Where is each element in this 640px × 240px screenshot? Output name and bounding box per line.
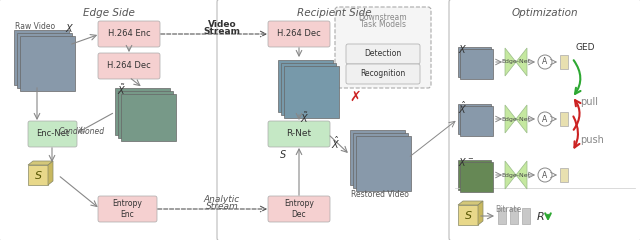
Text: Enc-Net: Enc-Net [36, 130, 69, 138]
Text: $X^-$: $X^-$ [458, 156, 474, 168]
Polygon shape [48, 161, 53, 185]
Text: $X$: $X$ [458, 43, 467, 55]
Bar [460, 106, 493, 136]
Text: Stream: Stream [205, 202, 238, 211]
FancyBboxPatch shape [217, 0, 451, 240]
Text: $\hat{X}$: $\hat{X}$ [332, 135, 340, 151]
Bar [458, 47, 491, 77]
Bar [20, 36, 75, 91]
FancyBboxPatch shape [98, 53, 160, 79]
Text: Analytic: Analytic [204, 195, 240, 204]
Text: Optimization: Optimization [512, 8, 579, 18]
Bar [281, 63, 336, 115]
Bar [350, 130, 405, 185]
Text: Task Models: Task Models [360, 20, 406, 29]
Circle shape [538, 112, 552, 126]
Text: Entropy
Enc: Entropy Enc [113, 199, 143, 219]
Bar [458, 205, 478, 225]
Text: Video: Video [208, 20, 236, 29]
Text: $X$: $X$ [65, 22, 74, 34]
Polygon shape [505, 161, 527, 189]
Polygon shape [28, 161, 53, 165]
Polygon shape [458, 201, 483, 205]
Text: Entropy
Dec: Entropy Dec [284, 199, 314, 219]
Text: Detection: Detection [364, 49, 402, 59]
Bar [115, 88, 170, 135]
FancyBboxPatch shape [346, 64, 420, 84]
Text: Downstream: Downstream [358, 13, 407, 22]
Bar [278, 60, 333, 112]
Text: Conditioned: Conditioned [59, 127, 105, 137]
Bar [560, 55, 568, 69]
Text: H.264 Dec: H.264 Dec [277, 30, 321, 38]
Text: Restored Video: Restored Video [351, 190, 409, 199]
Bar [14, 30, 69, 85]
FancyBboxPatch shape [335, 7, 431, 88]
FancyBboxPatch shape [0, 0, 220, 240]
Bar [458, 160, 491, 190]
Bar [458, 104, 491, 134]
Text: H.264 Enc: H.264 Enc [108, 30, 150, 38]
Circle shape [538, 168, 552, 182]
Text: Stream: Stream [204, 27, 241, 36]
Bar [353, 133, 408, 188]
Text: R-Net: R-Net [287, 130, 312, 138]
Text: $R$: $R$ [536, 210, 545, 222]
FancyBboxPatch shape [268, 196, 330, 222]
FancyBboxPatch shape [28, 121, 77, 147]
Text: push: push [580, 135, 604, 145]
Text: A: A [542, 170, 548, 180]
FancyBboxPatch shape [268, 121, 330, 147]
Text: pull: pull [580, 97, 598, 107]
FancyBboxPatch shape [98, 196, 157, 222]
Text: Bitrate: Bitrate [495, 205, 521, 215]
Text: H.264 Dec: H.264 Dec [107, 61, 151, 71]
Text: $S$: $S$ [463, 209, 472, 221]
Text: $\hat{X}$: $\hat{X}$ [458, 100, 467, 116]
Text: Raw Video: Raw Video [15, 22, 55, 31]
Text: Edge-Net: Edge-Net [501, 173, 531, 178]
Bar [498, 208, 506, 224]
Bar [356, 136, 411, 191]
FancyBboxPatch shape [449, 0, 640, 240]
Bar [460, 162, 493, 192]
Bar [284, 66, 339, 118]
Text: Recipient Side: Recipient Side [297, 8, 371, 18]
Text: Edge-Net: Edge-Net [501, 116, 531, 121]
Text: $S$: $S$ [34, 169, 42, 181]
Text: $\tilde{X}$: $\tilde{X}$ [117, 82, 127, 97]
Bar [560, 112, 568, 126]
FancyBboxPatch shape [268, 21, 330, 47]
Text: Edge Side: Edge Side [83, 8, 135, 18]
Bar [522, 208, 530, 224]
Text: Edge-Net: Edge-Net [501, 60, 531, 65]
Text: $S$: $S$ [279, 148, 287, 160]
Bar [28, 165, 48, 185]
Polygon shape [505, 48, 527, 76]
Text: A: A [542, 58, 548, 66]
FancyBboxPatch shape [346, 44, 420, 64]
Bar [17, 33, 72, 88]
Text: $\tilde{X}$: $\tilde{X}$ [300, 110, 310, 125]
Polygon shape [478, 201, 483, 225]
Text: ...: ... [379, 68, 387, 77]
Bar [460, 49, 493, 79]
FancyBboxPatch shape [98, 21, 160, 47]
Bar [510, 208, 518, 224]
Text: A: A [542, 114, 548, 124]
Polygon shape [505, 105, 527, 133]
Text: GED: GED [575, 42, 595, 52]
Bar [118, 91, 173, 138]
Text: ✗: ✗ [349, 90, 361, 104]
Text: Recognition: Recognition [360, 70, 406, 78]
Circle shape [538, 55, 552, 69]
Bar [121, 94, 176, 141]
Bar [560, 168, 568, 182]
